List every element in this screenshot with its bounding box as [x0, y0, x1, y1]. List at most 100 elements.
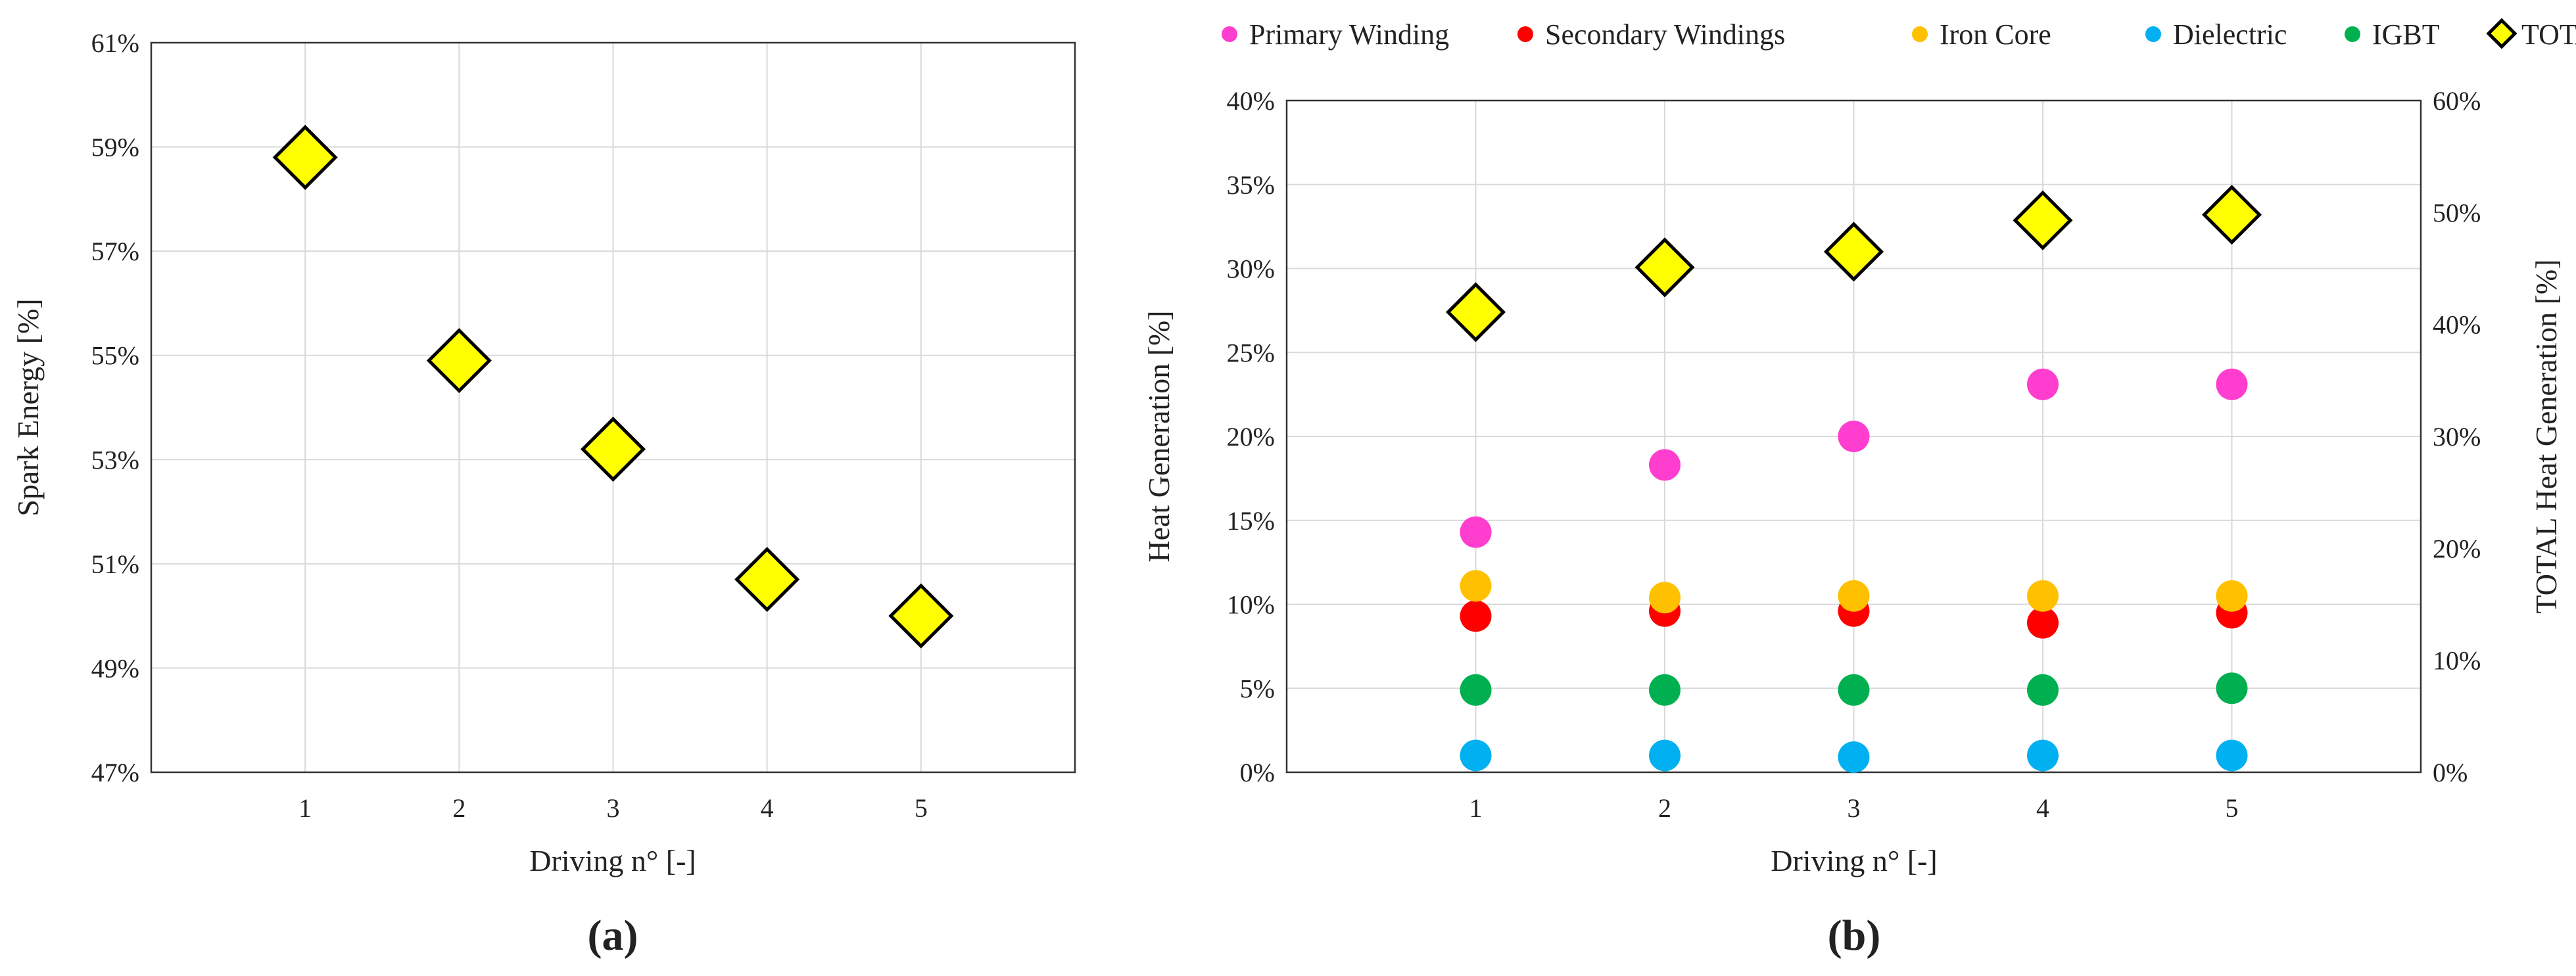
chart-b-y-tick-labels: 0% 5% 10% 15% 20% 25% 30% 35% 40% — [1227, 86, 1275, 787]
chart-a-y-tick-label: 51% — [91, 549, 139, 579]
chart-b-y2-tick-label: 10% — [2433, 646, 2481, 676]
chart-b-y2-tick-label: 40% — [2433, 310, 2481, 340]
chart-a-x-tick-label: 2 — [452, 793, 465, 823]
chart-b-x-tick-label: 2 — [1658, 793, 1671, 823]
legend-marker-dielectric — [2145, 26, 2161, 42]
chart-b-x-tick-label: 3 — [1848, 793, 1861, 823]
chart-b-x-tick-labels: 1 2 3 4 5 — [1469, 793, 2239, 823]
legend-item-igbt: IGBT — [2345, 18, 2440, 51]
chart-b-x-tick-label: 4 — [2036, 793, 2049, 823]
legend-label-iron-core: Iron Core — [1940, 18, 2051, 51]
legend-label-secondary-windings: Secondary Windings — [1545, 18, 1785, 51]
legend-item-dielectric: Dielectric — [2145, 18, 2287, 51]
chart-a-data-point — [580, 416, 646, 482]
chart-a-x-tick-label: 4 — [761, 793, 774, 823]
chart-b-panel-label: (b) — [1828, 912, 1881, 960]
chart-b-point-igbt — [1460, 674, 1492, 706]
chart-a-x-tick-labels: 1 2 3 4 5 — [298, 793, 928, 823]
chart-b-point-total — [2013, 190, 2073, 250]
chart-b-point-total — [1634, 237, 1695, 298]
chart-b-point-total — [1445, 282, 1506, 342]
chart-b-y-tick-label: 40% — [1227, 86, 1275, 116]
chart-a-x-tick-label: 1 — [298, 793, 312, 823]
chart-a-data-point — [888, 583, 954, 649]
chart-a-y-tick-label: 57% — [91, 237, 139, 266]
chart-a-x-tick-label: 5 — [915, 793, 928, 823]
chart-b-x-tick-label: 1 — [1469, 793, 1483, 823]
chart-a-y-tick-label: 49% — [91, 653, 139, 683]
legend-label-total: TOTAL — [2521, 18, 2576, 51]
chart-b-y2-tick-label: 0% — [2433, 758, 2468, 787]
chart-b-point-iron-core — [1649, 582, 1681, 614]
chart-b-y2-tick-labels: 0% 10% 20% 30% 40% 50% 60% — [2433, 86, 2481, 787]
chart-b-x-tick-label: 5 — [2226, 793, 2239, 823]
chart-b-point-dielectric — [1460, 739, 1492, 772]
legend-marker-iron-core — [1912, 26, 1928, 42]
chart-a-gridlines — [151, 42, 1075, 773]
chart-a-y-tick-label: 53% — [91, 445, 139, 475]
chart-b-point-igbt — [1838, 674, 1870, 706]
chart-a-panel-label: (a) — [588, 912, 638, 960]
chart-b-point-iron-core — [1838, 580, 1870, 612]
chart-b-y2-tick-label: 30% — [2433, 422, 2481, 452]
chart-a-y-axis-label: Spark Energy [%] — [11, 298, 45, 516]
chart-a-plot-frame — [150, 41, 1076, 774]
chart-b-y-tick-label: 30% — [1227, 254, 1275, 284]
chart-b-y2-axis-label: TOTAL Heat Generation [%] — [2529, 259, 2563, 613]
chart-b-point-primary-winding — [1460, 516, 1492, 548]
chart-b-y-tick-label: 5% — [1240, 674, 1275, 703]
chart-a-y-tick-label: 55% — [91, 341, 139, 371]
legend-label-primary-winding: Primary Winding — [1249, 18, 1449, 51]
chart-b-y-axis-label: Heat Generation [%] — [1142, 310, 1176, 562]
chart-b-point-total — [1823, 221, 1884, 282]
chart-b-y2-tick-label: 20% — [2433, 534, 2481, 563]
chart-b-point-dielectric — [2216, 739, 2248, 772]
chart-b-y-tick-label: 10% — [1227, 590, 1275, 620]
chart-b-legend: Primary Winding Secondary Windings Iron Co… — [1222, 18, 2576, 51]
chart-a-y-tick-labels: 47% 49% 51% 53% 55% 57% 59% 61% — [91, 28, 139, 787]
chart-b-point-dielectric — [1649, 739, 1681, 772]
legend-marker-secondary-windings — [1517, 26, 1533, 42]
chart-b-point-iron-core — [1460, 570, 1492, 602]
chart-b-point-iron-core — [2216, 580, 2248, 612]
chart-b-point-primary-winding — [2216, 368, 2248, 400]
legend-item-primary-winding: Primary Winding — [1222, 18, 1449, 51]
legend-item-secondary-windings: Secondary Windings — [1517, 18, 1785, 51]
legend-marker-total — [2486, 18, 2517, 49]
chart-b-point-igbt — [2027, 674, 2059, 706]
legend-marker-primary-winding — [1222, 26, 1237, 42]
chart-a-y-tick-label: 59% — [91, 133, 139, 162]
chart-a-y-tick-label: 61% — [91, 28, 139, 58]
chart-b-point-primary-winding — [2027, 368, 2059, 400]
chart-b-y-tick-label: 35% — [1227, 170, 1275, 200]
chart-b-y-tick-label: 15% — [1227, 506, 1275, 536]
chart-b-point-igbt — [2216, 672, 2248, 705]
chart-b-point-iron-core — [2027, 580, 2059, 612]
legend-item-iron-core: Iron Core — [1912, 18, 2051, 51]
chart-b: Primary Winding Secondary Windings Iron Co… — [1142, 18, 2576, 960]
chart-b-y-tick-label: 0% — [1240, 758, 1275, 787]
chart-b-y2-tick-label: 50% — [2433, 198, 2481, 227]
legend-marker-igbt — [2345, 26, 2360, 42]
chart-a-y-tick-label: 47% — [91, 758, 139, 787]
chart-b-point-primary-winding — [1838, 421, 1870, 452]
legend-label-igbt: IGBT — [2372, 18, 2440, 51]
legend-item-total: TOTAL — [2486, 18, 2576, 51]
chart-b-y-tick-label: 20% — [1227, 422, 1275, 452]
chart-b-markers — [1445, 185, 2262, 774]
chart-b-point-total — [2201, 185, 2262, 245]
chart-b-y-tick-label: 25% — [1227, 338, 1275, 367]
chart-a-data-point — [426, 328, 492, 394]
legend-label-dielectric: Dielectric — [2173, 18, 2287, 51]
chart-b-point-secondary-windings — [1460, 600, 1492, 632]
chart-b-point-primary-winding — [1649, 449, 1681, 481]
chart-a-data-point — [272, 124, 338, 190]
chart-b-y2-tick-label: 60% — [2433, 86, 2481, 116]
chart-b-point-dielectric — [2027, 739, 2059, 772]
chart-b-x-axis-label: Driving n° [-] — [1771, 844, 1937, 877]
chart-a: 47% 49% 51% 53% 55% 57% 59% 61% 1 2 3 4 5 Spark Ene… — [11, 28, 1076, 960]
chart-a-x-tick-label: 3 — [607, 793, 620, 823]
chart-b-point-igbt — [1649, 674, 1681, 706]
